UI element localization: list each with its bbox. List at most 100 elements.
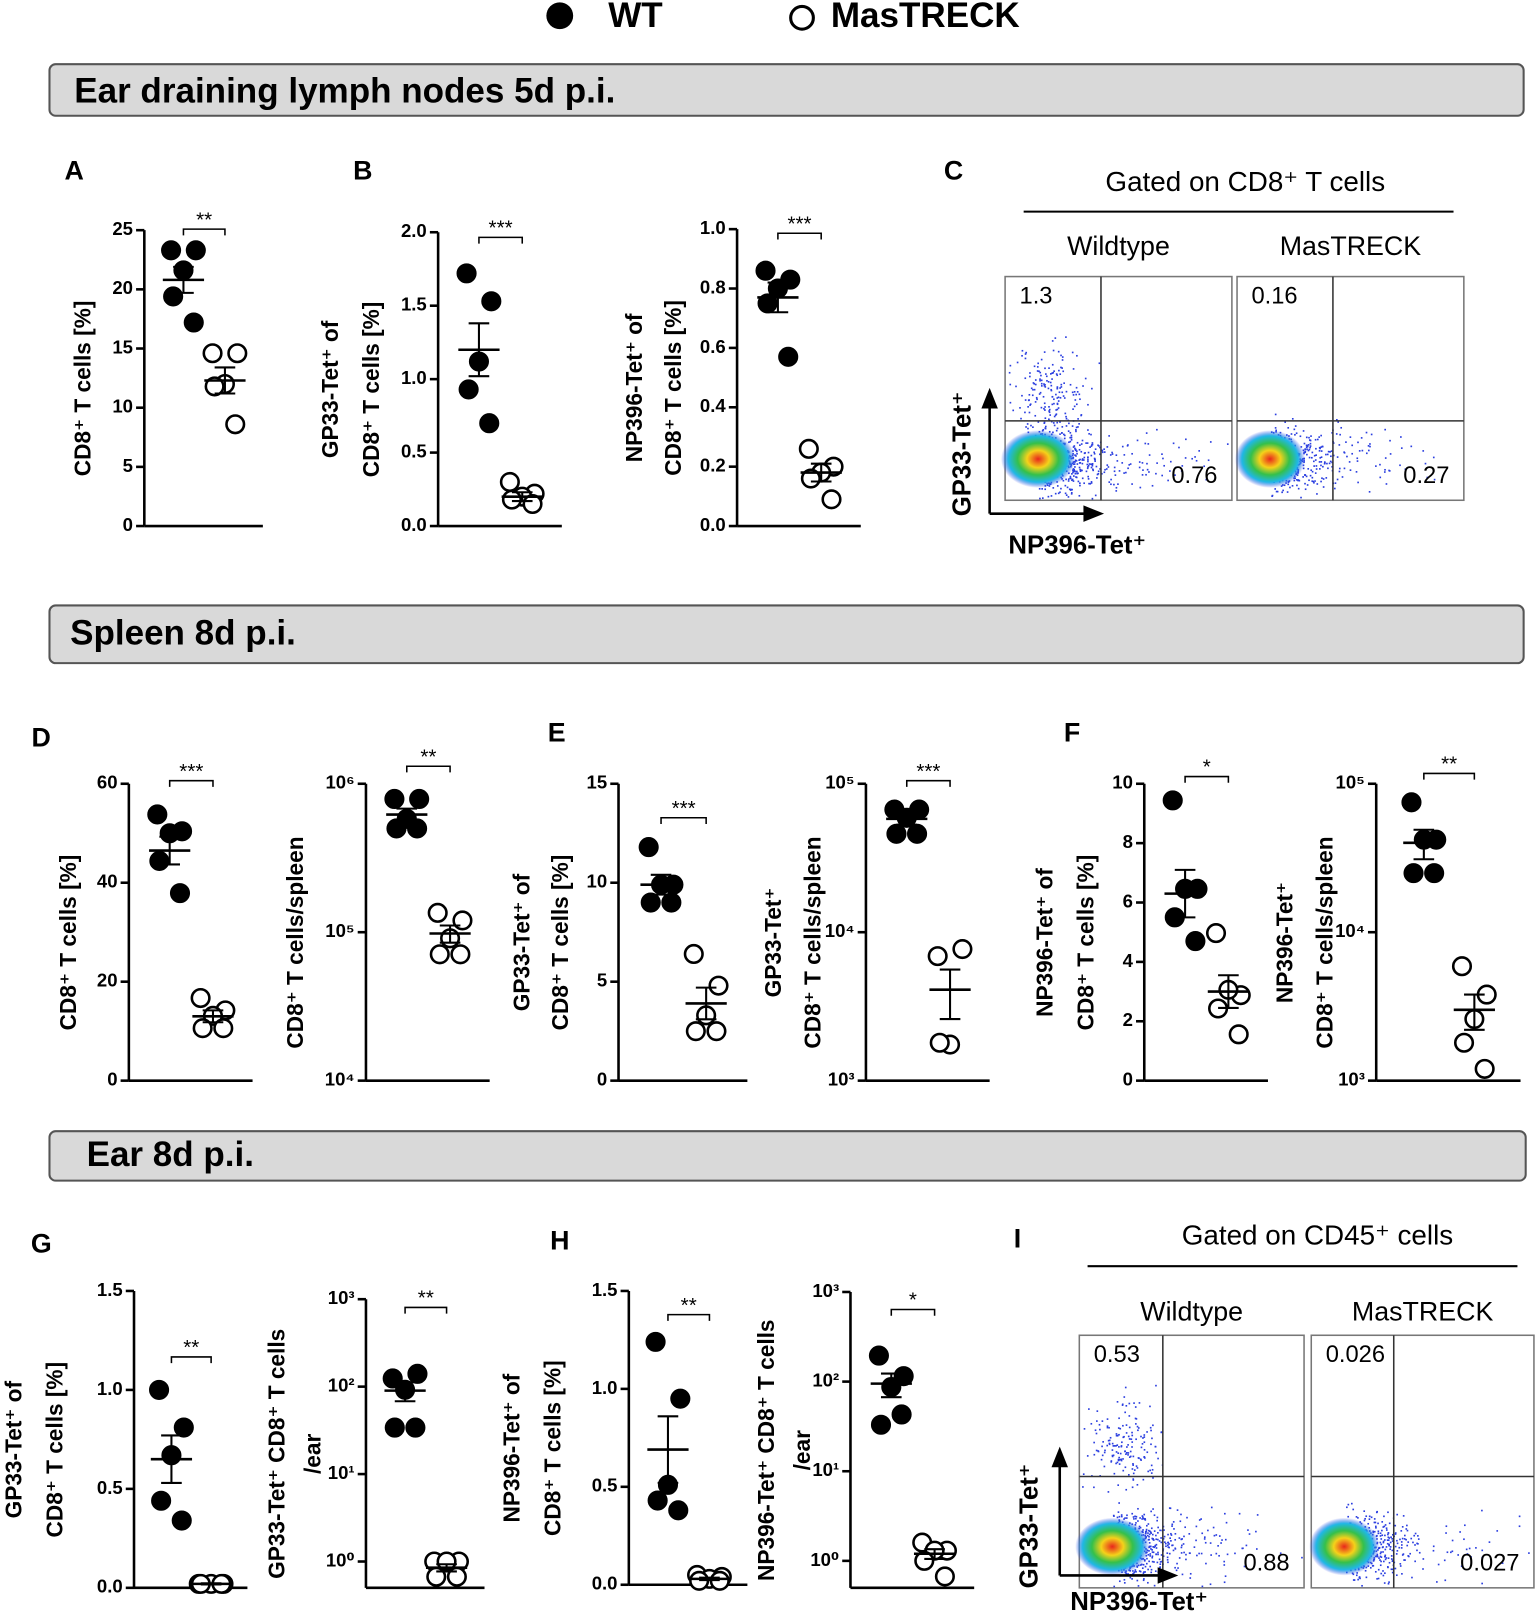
event-dot xyxy=(1033,388,1036,391)
event-dot xyxy=(1170,1532,1172,1535)
quadrant-value: 0.16 xyxy=(1251,283,1297,309)
event-dot xyxy=(1125,1572,1128,1575)
event-dot xyxy=(1403,1559,1405,1561)
error-bar xyxy=(439,924,461,944)
event-dot xyxy=(1148,1542,1151,1544)
event-dot xyxy=(1076,354,1078,357)
data-point xyxy=(202,343,223,364)
event-dot xyxy=(1123,1396,1126,1398)
event-dot xyxy=(1139,1526,1142,1529)
event-dot xyxy=(1120,1458,1122,1461)
event-dot xyxy=(1078,393,1081,396)
event-dot xyxy=(1115,490,1118,492)
data-point xyxy=(151,1490,172,1511)
error-bar xyxy=(896,812,918,826)
event-dot xyxy=(1101,1420,1104,1422)
event-dot xyxy=(1044,427,1047,430)
event-dot xyxy=(1367,1522,1370,1525)
event-dot xyxy=(1306,444,1308,447)
event-dot xyxy=(1115,1451,1118,1453)
event-dot xyxy=(1123,1578,1126,1581)
event-dot xyxy=(1056,387,1059,390)
event-dot xyxy=(1389,439,1391,442)
event-dot xyxy=(1106,1418,1109,1420)
event-dot xyxy=(1347,1503,1350,1506)
event-dot xyxy=(1111,1454,1114,1457)
event-dot xyxy=(1056,397,1059,399)
panel-letter: B xyxy=(353,156,372,186)
event-dot xyxy=(1316,438,1319,441)
event-dot xyxy=(1084,452,1086,454)
event-dot xyxy=(1407,1555,1410,1557)
event-dot xyxy=(1036,370,1039,372)
event-dot xyxy=(1150,1510,1152,1513)
event-dot xyxy=(1307,449,1310,452)
event-dot xyxy=(1099,468,1101,470)
event-dot xyxy=(1111,451,1113,454)
event-dot xyxy=(1316,483,1319,485)
event-dot xyxy=(1311,456,1313,459)
data-point xyxy=(914,1550,935,1571)
event-dot xyxy=(1040,379,1043,382)
event-dot xyxy=(1413,1534,1416,1537)
event-dot xyxy=(1390,1536,1392,1539)
event-dot xyxy=(1119,1427,1122,1430)
event-dot xyxy=(1048,406,1050,408)
event-dot xyxy=(1064,484,1067,487)
event-dot xyxy=(1167,479,1169,482)
event-dot xyxy=(1087,464,1090,467)
event-dot xyxy=(1394,1532,1397,1534)
event-dot xyxy=(1113,1472,1116,1475)
event-dot xyxy=(1279,1552,1282,1555)
section-banner xyxy=(48,63,1525,117)
event-dot xyxy=(1152,1551,1155,1554)
y-axis-label: GP33-Tet⁺ xyxy=(760,888,786,998)
event-dot xyxy=(1083,1428,1086,1430)
event-dot xyxy=(1384,1524,1387,1526)
event-dot xyxy=(1311,470,1314,473)
event-dot xyxy=(1053,370,1055,372)
event-dot xyxy=(1383,1515,1385,1518)
event-dot xyxy=(1327,467,1329,470)
event-dot xyxy=(1470,1556,1472,1558)
event-dot xyxy=(1380,1572,1383,1575)
event-dot xyxy=(1091,464,1094,467)
event-dot xyxy=(1102,1441,1104,1443)
event-dot xyxy=(1306,445,1309,448)
event-dot xyxy=(1360,437,1363,439)
event-dot xyxy=(1114,474,1117,476)
event-dot xyxy=(1036,398,1038,401)
event-dot xyxy=(1286,491,1289,493)
event-dot xyxy=(1376,1578,1378,1580)
event-dot xyxy=(1341,476,1344,478)
event-dot xyxy=(1041,488,1044,490)
event-dot xyxy=(1307,444,1310,446)
event-dot xyxy=(1130,1438,1133,1441)
event-dot xyxy=(1074,470,1076,473)
event-dot xyxy=(1340,426,1343,429)
event-dot xyxy=(1220,1542,1222,1544)
event-dot xyxy=(1055,413,1058,416)
event-dot xyxy=(1331,465,1333,468)
event-dot xyxy=(1029,372,1031,374)
event-dot xyxy=(1135,1515,1138,1518)
event-dot xyxy=(1325,477,1328,479)
event-dot xyxy=(1338,444,1341,446)
event-dot xyxy=(1166,1559,1169,1561)
data-point xyxy=(458,379,479,400)
y-tick-label: 1.0 xyxy=(401,367,427,388)
event-dot xyxy=(1183,1551,1185,1554)
event-dot xyxy=(1145,432,1148,434)
event-dot xyxy=(1008,371,1011,374)
event-dot xyxy=(1387,1532,1390,1534)
event-dot xyxy=(1103,1451,1106,1454)
data-point xyxy=(800,468,821,489)
event-dot xyxy=(1075,470,1078,473)
significance-bracket xyxy=(777,232,822,240)
event-dot xyxy=(1160,1537,1162,1539)
event-dot xyxy=(1060,354,1062,357)
y-tick-label: 60 xyxy=(97,772,118,793)
event-dot xyxy=(1143,1559,1146,1562)
event-dot xyxy=(1311,476,1314,479)
event-dot xyxy=(1141,1443,1144,1445)
